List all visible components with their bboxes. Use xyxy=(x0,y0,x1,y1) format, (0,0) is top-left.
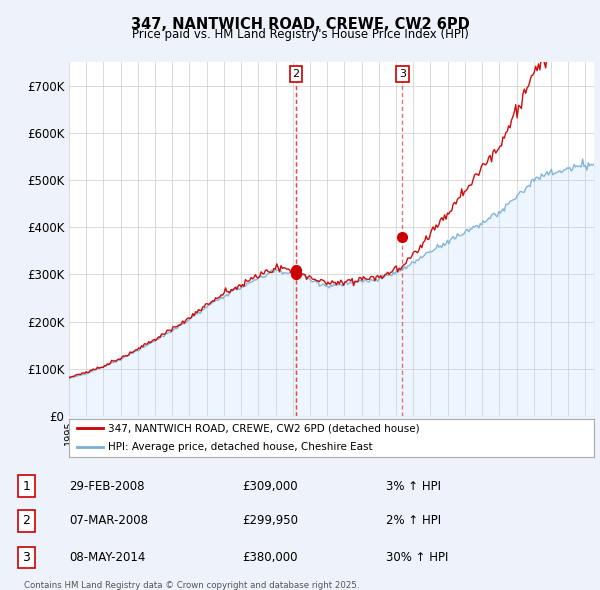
Text: £309,000: £309,000 xyxy=(242,480,298,493)
Text: HPI: Average price, detached house, Cheshire East: HPI: Average price, detached house, Ches… xyxy=(109,442,373,453)
Text: 2: 2 xyxy=(292,69,299,78)
Text: 3: 3 xyxy=(399,69,406,78)
Text: 29-FEB-2008: 29-FEB-2008 xyxy=(70,480,145,493)
Text: 2% ↑ HPI: 2% ↑ HPI xyxy=(386,514,442,527)
Text: 07-MAR-2008: 07-MAR-2008 xyxy=(70,514,149,527)
Text: 3% ↑ HPI: 3% ↑ HPI xyxy=(386,480,442,493)
Text: 08-MAY-2014: 08-MAY-2014 xyxy=(70,551,146,564)
Text: Price paid vs. HM Land Registry's House Price Index (HPI): Price paid vs. HM Land Registry's House … xyxy=(131,28,469,41)
Text: 2: 2 xyxy=(22,514,31,527)
Text: 30% ↑ HPI: 30% ↑ HPI xyxy=(386,551,449,564)
Text: £380,000: £380,000 xyxy=(242,551,298,564)
Text: £299,950: £299,950 xyxy=(242,514,298,527)
Text: 347, NANTWICH ROAD, CREWE, CW2 6PD: 347, NANTWICH ROAD, CREWE, CW2 6PD xyxy=(131,17,469,31)
Text: 3: 3 xyxy=(22,551,31,564)
Text: Contains HM Land Registry data © Crown copyright and database right 2025.
This d: Contains HM Land Registry data © Crown c… xyxy=(24,581,359,590)
Text: 1: 1 xyxy=(22,480,31,493)
Text: 347, NANTWICH ROAD, CREWE, CW2 6PD (detached house): 347, NANTWICH ROAD, CREWE, CW2 6PD (deta… xyxy=(109,423,420,433)
